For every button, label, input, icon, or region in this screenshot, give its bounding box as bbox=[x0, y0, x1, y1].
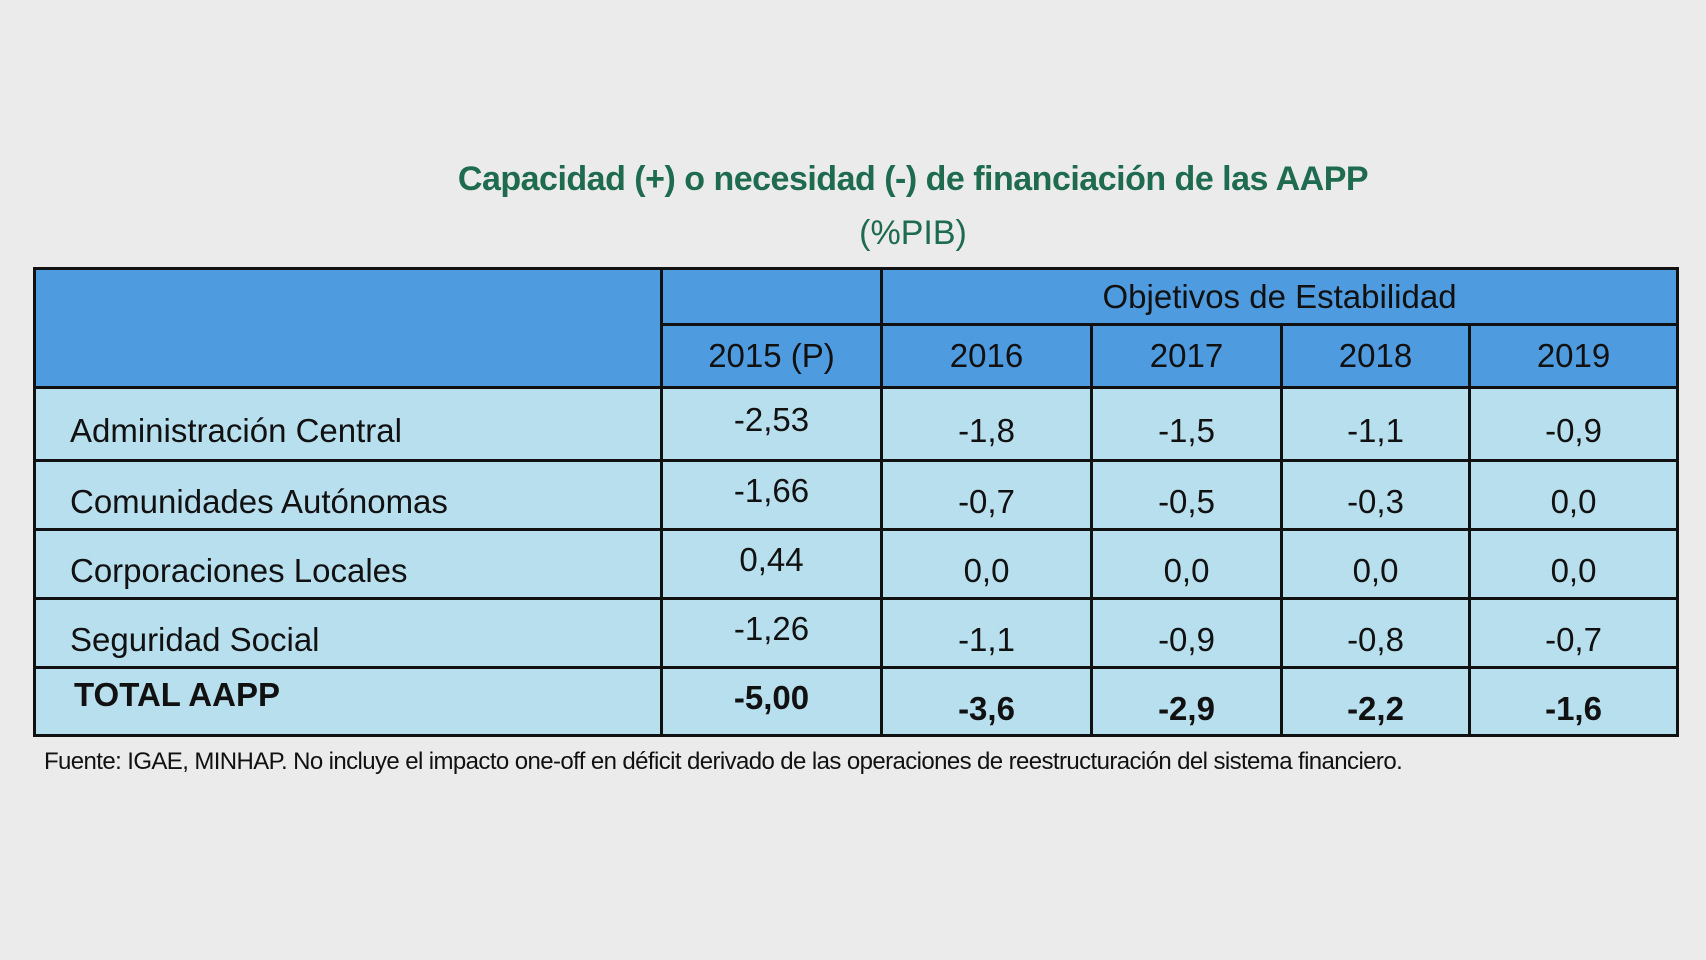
cell: -1,66 bbox=[660, 459, 883, 531]
cell: -1,1 bbox=[1280, 386, 1471, 462]
table-subtitle: (%PIB) bbox=[859, 214, 967, 252]
col-header: 2016 bbox=[880, 323, 1093, 389]
table-row: Seguridad Social -1,26 -1,1 -0,9 -0,8 -0… bbox=[33, 597, 1680, 669]
col-header: 2018 bbox=[1280, 323, 1471, 389]
cell: -0,9 bbox=[1090, 597, 1283, 669]
table-row: Corporaciones Locales 0,44 0,0 0,0 0,0 0… bbox=[33, 528, 1680, 600]
cell: 0,0 bbox=[1467, 459, 1680, 531]
cell: -0,7 bbox=[1467, 597, 1680, 669]
cell: 0,44 bbox=[660, 528, 883, 600]
cell: -2,9 bbox=[1090, 666, 1283, 737]
cell: -1,1 bbox=[880, 597, 1093, 669]
row-label: Seguridad Social bbox=[33, 597, 663, 669]
cell: 0,0 bbox=[880, 528, 1093, 600]
row-label: Corporaciones Locales bbox=[33, 528, 663, 600]
cell: 0,0 bbox=[1467, 528, 1680, 600]
header-blank bbox=[33, 267, 663, 389]
cell: 0,0 bbox=[1280, 528, 1471, 600]
cell: -1,26 bbox=[660, 597, 883, 669]
col-header: 2019 bbox=[1467, 323, 1680, 389]
row-label: TOTAL AAPP bbox=[33, 666, 663, 737]
cell: -2,2 bbox=[1280, 666, 1471, 737]
cell: -1,6 bbox=[1467, 666, 1680, 737]
cell: 0,0 bbox=[1090, 528, 1283, 600]
cell: -0,3 bbox=[1280, 459, 1471, 531]
table-row: Comunidades Autónomas -1,66 -0,7 -0,5 -0… bbox=[33, 459, 1680, 531]
col-header: 2017 bbox=[1090, 323, 1283, 389]
cell: -1,5 bbox=[1090, 386, 1283, 462]
row-label: Administración Central bbox=[33, 386, 663, 462]
header-blank-2015 bbox=[660, 267, 883, 326]
total-row: TOTAL AAPP -5,00 -3,6 -2,9 -2,2 -1,6 bbox=[33, 666, 1680, 737]
cell: -0,8 bbox=[1280, 597, 1471, 669]
table-row: Administración Central -2,53 -1,8 -1,5 -… bbox=[33, 386, 1680, 462]
deficit-table: Objetivos de Estabilidad 2015 (P) 2016 2… bbox=[33, 267, 1680, 737]
row-label: Comunidades Autónomas bbox=[33, 459, 663, 531]
col-header: 2015 (P) bbox=[660, 323, 883, 389]
cell: -3,6 bbox=[880, 666, 1093, 737]
cell: -5,00 bbox=[660, 666, 883, 737]
footnote: Fuente: IGAE, MINHAP. No incluye el impa… bbox=[44, 748, 1403, 775]
cell: -0,9 bbox=[1467, 386, 1680, 462]
cell: -0,5 bbox=[1090, 459, 1283, 531]
cell: -1,8 bbox=[880, 386, 1093, 462]
cell: -2,53 bbox=[660, 386, 883, 462]
header-objetivos: Objetivos de Estabilidad bbox=[879, 267, 1680, 326]
cell: -0,7 bbox=[880, 459, 1093, 531]
table-title: Capacidad (+) o necesidad (-) de financi… bbox=[457, 160, 1369, 198]
